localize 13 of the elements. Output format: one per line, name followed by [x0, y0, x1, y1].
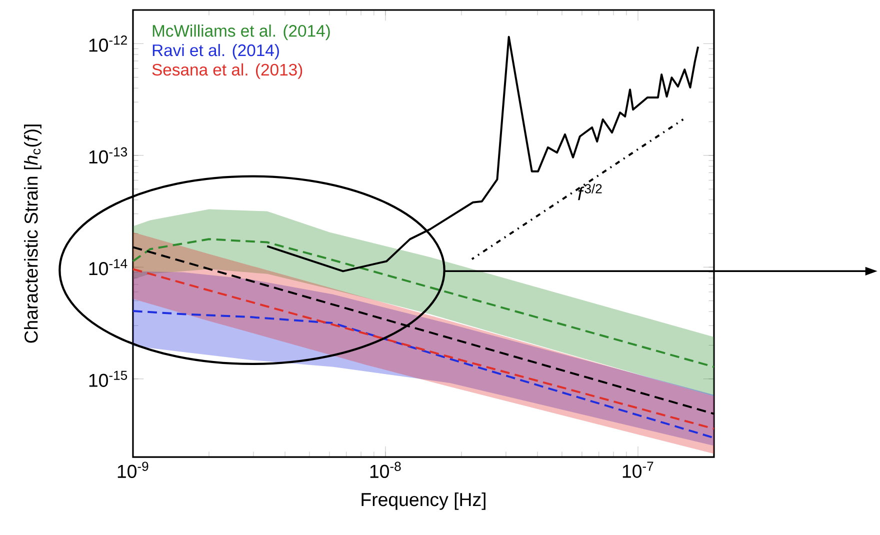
x-tick-label: 10$^{-9}$ — [118, 462, 148, 478]
text: Sesana et al. (2013) — [152, 63, 302, 79]
annotation: f$^{3/2}$ — [578, 184, 602, 200]
y-tick-label: 10$^{-15}$ — [89, 370, 128, 387]
x-axis-title: Frequency [Hz] — [362, 492, 486, 510]
x-tick-label: 10$^{-7}$ — [622, 462, 654, 478]
y-tick-label: 10$^{-14}$ — [89, 259, 128, 276]
x-tick-label: 10$^{-8}$ — [370, 462, 401, 478]
y-tick-label: 10$^{-12}$ — [89, 36, 127, 52]
y-axis-title: Characteristic Strain [h$_{c}$(f)] — [24, 124, 42, 343]
y-tick-label: 10$^{-13}$ — [89, 147, 128, 164]
text: McWilliams et al. (2014) — [152, 24, 330, 40]
text: Ravi et al. (2014) — [152, 44, 279, 60]
